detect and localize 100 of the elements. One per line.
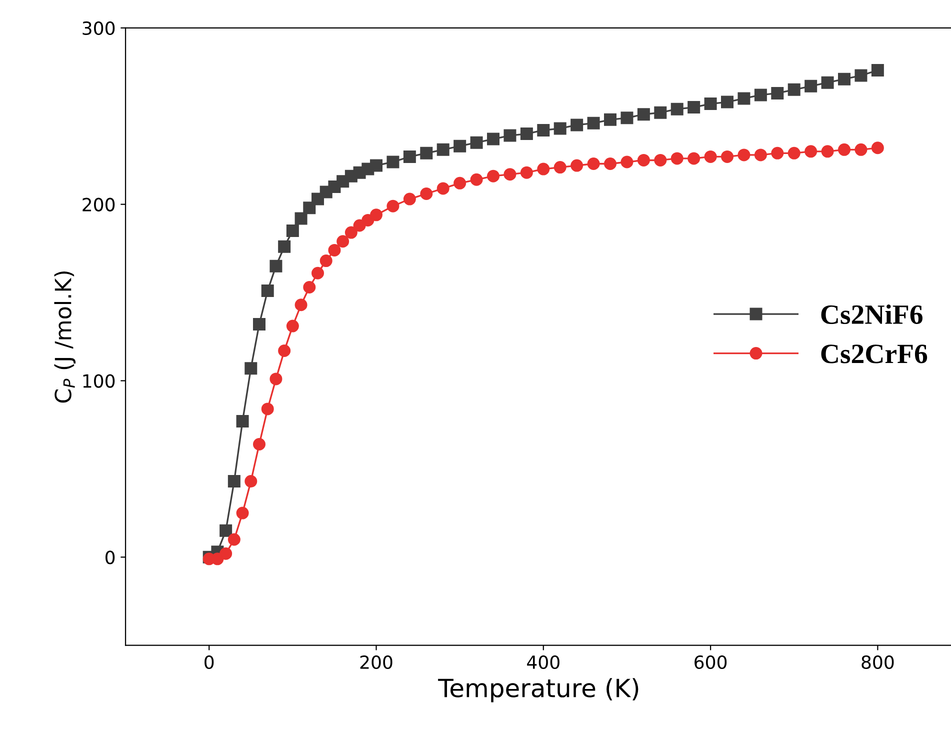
- point: [637, 108, 650, 121]
- point: [587, 158, 600, 170]
- point: [236, 415, 249, 428]
- point: [294, 212, 308, 225]
- point: [420, 146, 433, 160]
- y-tick-label: 200: [82, 198, 115, 212]
- point: [688, 152, 700, 165]
- point: [286, 224, 299, 238]
- point: [504, 129, 516, 142]
- x-tick-label: 800: [862, 655, 894, 670]
- point: [312, 266, 324, 280]
- point: [554, 122, 566, 135]
- point: [420, 187, 433, 200]
- point: [704, 150, 717, 163]
- point: [228, 475, 240, 488]
- point: [487, 132, 500, 146]
- x-tick-label: 400: [527, 655, 560, 670]
- point: [771, 146, 784, 160]
- point: [854, 143, 868, 156]
- point: [771, 86, 784, 100]
- point: [470, 136, 483, 149]
- point: [570, 118, 584, 132]
- point: [244, 475, 258, 488]
- point: [261, 402, 274, 416]
- point: [454, 176, 466, 190]
- point: [403, 192, 416, 206]
- point: [804, 145, 818, 158]
- point: [821, 76, 834, 89]
- point: [220, 547, 232, 560]
- point: [261, 284, 274, 298]
- point: [386, 200, 400, 212]
- point: [454, 140, 466, 152]
- point: [228, 533, 240, 546]
- x-tick-label: 600: [694, 655, 727, 670]
- point: [838, 143, 851, 156]
- point: [253, 438, 266, 450]
- point: [788, 146, 800, 160]
- point: [436, 182, 450, 195]
- point: [804, 80, 818, 92]
- point: [504, 168, 516, 181]
- point: [738, 148, 750, 162]
- point: [654, 106, 667, 119]
- point: [570, 159, 584, 172]
- point: [470, 173, 483, 186]
- point: [854, 69, 868, 82]
- point: [520, 128, 533, 140]
- point: [386, 156, 400, 168]
- point: [871, 64, 884, 77]
- point: [294, 298, 308, 312]
- y-tick-label: 300: [82, 21, 115, 36]
- point: [278, 240, 291, 253]
- point: [303, 202, 316, 214]
- legend-label: Cs2CrF6: [821, 344, 928, 364]
- point: [520, 166, 533, 179]
- point: [721, 96, 734, 108]
- point: [688, 101, 700, 114]
- point: [704, 98, 717, 110]
- point: [487, 170, 500, 182]
- point: [838, 72, 851, 86]
- point: [253, 318, 266, 331]
- point: [278, 344, 291, 357]
- point: [620, 112, 634, 124]
- point: [244, 362, 258, 375]
- point: [320, 254, 332, 268]
- point: [270, 372, 282, 386]
- point: [587, 116, 600, 130]
- y-tick-label: 0: [106, 550, 115, 564]
- legend-label: Cs2NiF6: [821, 304, 922, 324]
- point: [286, 320, 299, 332]
- point: [554, 161, 566, 174]
- point: [336, 235, 350, 248]
- point: [788, 83, 800, 96]
- point: [220, 524, 232, 537]
- point: [370, 159, 382, 172]
- point: [328, 244, 341, 256]
- point: [620, 156, 634, 168]
- point: [754, 88, 767, 102]
- point: [670, 152, 684, 165]
- point: [370, 208, 382, 222]
- point: [537, 124, 550, 136]
- point: [362, 214, 374, 226]
- point: [821, 145, 834, 158]
- point: [303, 280, 316, 294]
- x-axis-title: Temperature (K): [438, 678, 638, 702]
- x-tick-label: 0: [204, 655, 214, 670]
- point: [403, 150, 416, 163]
- x-tick-label: 200: [360, 655, 392, 670]
- point: [537, 162, 550, 176]
- point: [436, 143, 450, 156]
- point: [871, 142, 884, 154]
- point: [721, 150, 734, 163]
- point: [754, 148, 767, 162]
- point: [236, 506, 249, 520]
- point: [270, 260, 282, 272]
- y-tick-label: 100: [83, 374, 115, 388]
- point: [637, 154, 650, 166]
- point: [738, 92, 750, 105]
- point: [604, 113, 617, 126]
- point: [654, 154, 667, 166]
- y-axis-title: C$_{P}$ (J /mol.K): [54, 271, 76, 403]
